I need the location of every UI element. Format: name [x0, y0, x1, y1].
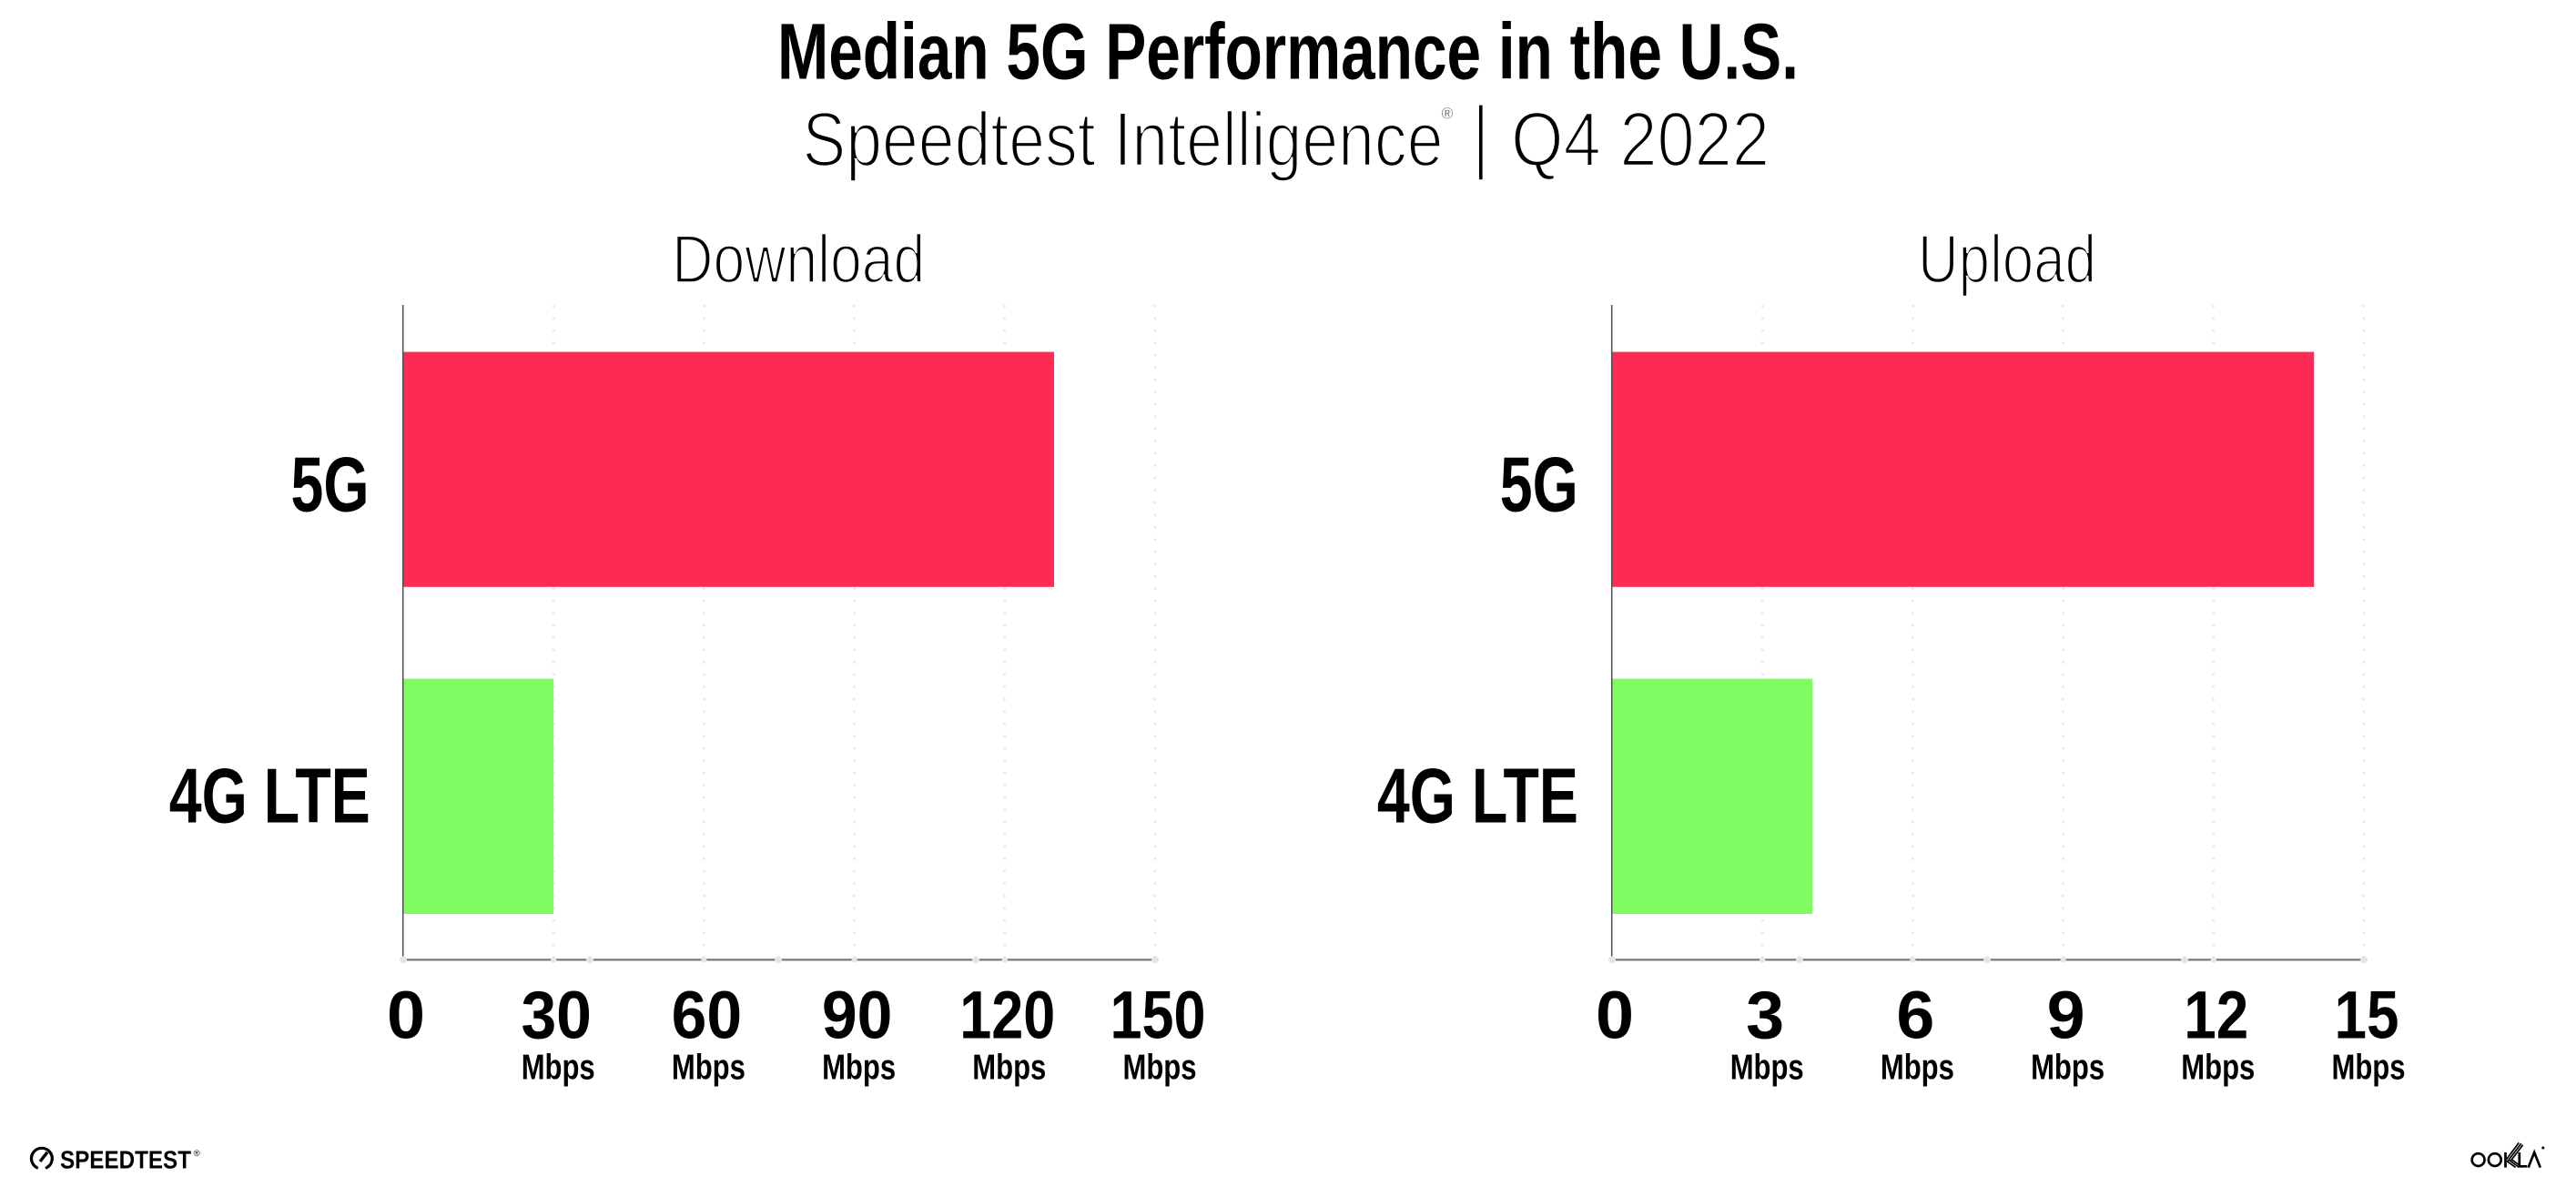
svg-text:Mbps: Mbps	[2181, 1048, 2255, 1087]
svg-text:SPEEDTEST: SPEEDTEST	[60, 1146, 191, 1174]
svg-text:Mbps: Mbps	[972, 1048, 1046, 1087]
svg-text:3: 3	[1746, 978, 1784, 1053]
svg-text:Mbps: Mbps	[1123, 1048, 1197, 1087]
svg-text:Mbps: Mbps	[1730, 1048, 1804, 1087]
svg-text:®: ®	[194, 1149, 200, 1159]
svg-text:Download: Download	[672, 221, 925, 298]
svg-text:Mbps: Mbps	[2332, 1048, 2406, 1087]
svg-text:12: 12	[2184, 978, 2248, 1053]
svg-text:Speedtest Intelligence: Speedtest Intelligence	[803, 96, 1444, 182]
svg-text:9: 9	[2047, 978, 2085, 1053]
svg-text:15: 15	[2335, 978, 2399, 1053]
svg-text:60: 60	[672, 978, 743, 1053]
svg-text:Q4 2022: Q4 2022	[1511, 96, 1770, 182]
svg-text:Upload: Upload	[1918, 221, 2096, 298]
svg-text:30: 30	[521, 978, 592, 1053]
svg-text:Mbps: Mbps	[1881, 1048, 1954, 1087]
svg-text:4G LTE: 4G LTE	[1377, 754, 1578, 840]
svg-text:4G LTE: 4G LTE	[169, 754, 370, 840]
svg-text:0: 0	[387, 978, 425, 1053]
svg-text:120: 120	[959, 978, 1055, 1053]
svg-text:6: 6	[1896, 978, 1934, 1053]
svg-text:150: 150	[1111, 978, 1206, 1053]
svg-text:5G: 5G	[1500, 441, 1578, 528]
svg-text:5G: 5G	[291, 441, 370, 528]
svg-text:Median 5G Performance in the U: Median 5G Performance in the U.S.	[777, 8, 1799, 96]
svg-text:0: 0	[1596, 978, 1634, 1053]
svg-text:90: 90	[822, 978, 893, 1053]
svg-text:Mbps: Mbps	[672, 1048, 745, 1087]
svg-text:®: ®	[1442, 105, 1454, 123]
svg-text:Mbps: Mbps	[2031, 1048, 2104, 1087]
svg-text:Mbps: Mbps	[822, 1048, 896, 1087]
svg-text:Mbps: Mbps	[522, 1048, 595, 1087]
